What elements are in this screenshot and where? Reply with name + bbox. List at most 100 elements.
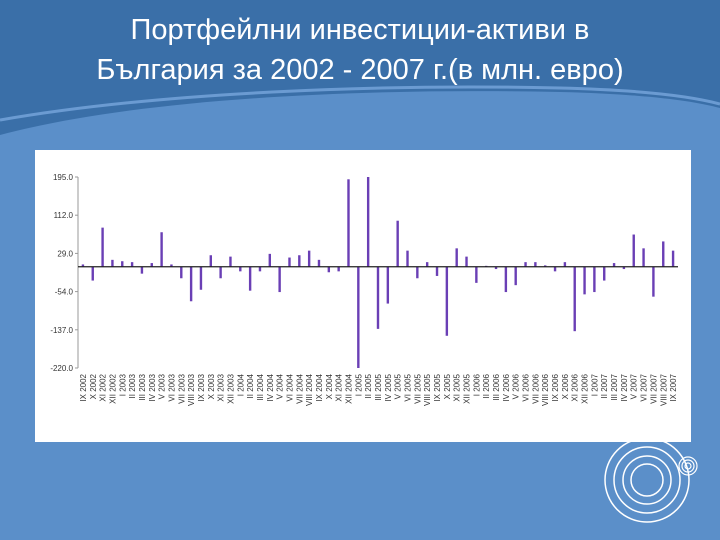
y-tick-label: 29.0 bbox=[57, 249, 73, 258]
x-tick-label: I 2006 bbox=[472, 373, 481, 396]
bar bbox=[435, 266, 439, 276]
bar bbox=[406, 250, 409, 267]
x-tick-label: II 2005 bbox=[364, 373, 373, 398]
x-tick-label: IV 2007 bbox=[620, 373, 629, 401]
x-tick-label: VIII 2006 bbox=[541, 373, 550, 406]
bar bbox=[278, 266, 281, 293]
x-tick-label: V 2004 bbox=[276, 373, 285, 399]
bar bbox=[465, 256, 468, 267]
x-tick-label: XI 2006 bbox=[571, 373, 580, 401]
x-tick-label: X 2006 bbox=[561, 373, 570, 399]
x-tick-label: VIII 2007 bbox=[659, 373, 668, 406]
bar bbox=[209, 255, 212, 267]
bar bbox=[622, 266, 626, 270]
x-tick-label: I 2007 bbox=[590, 373, 599, 396]
bar bbox=[248, 266, 252, 291]
x-tick-label: X 2004 bbox=[325, 373, 334, 399]
bar bbox=[101, 227, 104, 267]
x-tick-label: II 2003 bbox=[128, 373, 137, 398]
y-axis: 195.0 112.0 29.0 -54.0 -137.0 -220.0 bbox=[50, 173, 79, 373]
bar bbox=[180, 266, 183, 279]
x-tick-label: IV 2006 bbox=[502, 373, 511, 401]
x-tick-label: VI 2003 bbox=[167, 373, 176, 401]
bar bbox=[150, 263, 153, 267]
bar bbox=[386, 266, 390, 304]
x-tick-label: XI 2002 bbox=[99, 373, 108, 401]
x-tick-label: II 2006 bbox=[482, 373, 491, 398]
x-tick-label: IV 2005 bbox=[384, 373, 393, 401]
x-tick-label: VII 2007 bbox=[649, 373, 658, 403]
bar bbox=[199, 266, 203, 290]
title-line-1: Портфейлни инвестиции-активи в bbox=[130, 14, 590, 46]
bar bbox=[416, 266, 419, 279]
bar bbox=[524, 262, 527, 267]
bar bbox=[514, 266, 517, 286]
bar bbox=[189, 266, 193, 302]
bar-series bbox=[78, 177, 678, 368]
x-tick-label: XI 2003 bbox=[217, 373, 226, 401]
x-tick-label: IX 2002 bbox=[79, 373, 88, 401]
bar bbox=[160, 232, 163, 267]
bar bbox=[494, 266, 498, 270]
bar bbox=[170, 264, 173, 267]
x-tick-label: XII 2004 bbox=[344, 373, 353, 403]
bar bbox=[258, 266, 262, 272]
x-tick-label: IX 2005 bbox=[433, 373, 442, 401]
bar bbox=[642, 248, 645, 267]
background-curve bbox=[0, 85, 720, 122]
bar bbox=[652, 266, 655, 297]
x-tick-label: I 2005 bbox=[354, 373, 363, 396]
bar bbox=[111, 259, 114, 267]
bar bbox=[268, 253, 271, 267]
bar bbox=[347, 179, 350, 267]
bar bbox=[288, 257, 291, 267]
x-tick-label: VI 2004 bbox=[285, 373, 294, 401]
x-tick-label: X 2003 bbox=[207, 373, 216, 399]
chart-panel bbox=[35, 150, 691, 442]
x-tick-label: XII 2006 bbox=[581, 373, 590, 403]
bar bbox=[81, 264, 85, 267]
x-tick-label: VIII 2003 bbox=[187, 373, 196, 406]
bar bbox=[553, 266, 557, 272]
x-tick-label: X 2005 bbox=[443, 373, 452, 399]
bar bbox=[475, 266, 478, 283]
bar bbox=[603, 266, 606, 281]
x-tick-label: VII 2004 bbox=[295, 373, 304, 403]
bar bbox=[219, 266, 222, 279]
x-tick-label: III 2006 bbox=[492, 373, 501, 400]
bar bbox=[455, 248, 458, 267]
x-tick-label: IV 2004 bbox=[266, 373, 275, 401]
x-tick-label: V 2006 bbox=[512, 373, 521, 399]
x-tick-label: III 2004 bbox=[256, 373, 265, 400]
x-tick-label: I 2004 bbox=[236, 373, 245, 396]
x-tick-label: II 2007 bbox=[600, 373, 609, 398]
bar bbox=[327, 266, 331, 273]
bar bbox=[140, 266, 144, 274]
bar bbox=[121, 261, 124, 267]
bar bbox=[445, 266, 449, 336]
x-tick-label: VII 2005 bbox=[413, 373, 422, 403]
y-tick-label: -220.0 bbox=[50, 364, 73, 373]
x-tick-label: V 2003 bbox=[158, 373, 167, 399]
bar bbox=[366, 177, 370, 267]
bar bbox=[298, 255, 301, 267]
x-tick-label: VIII 2004 bbox=[305, 373, 314, 406]
bar bbox=[425, 262, 429, 267]
bar bbox=[337, 266, 340, 272]
x-tick-label: VI 2005 bbox=[404, 373, 413, 401]
title-line-2: България за 2002 - 2007 г.(в млн. евро) bbox=[96, 54, 624, 86]
bar bbox=[563, 262, 567, 267]
x-tick-label: XI 2004 bbox=[335, 373, 344, 401]
x-tick-label: V 2005 bbox=[394, 373, 403, 399]
x-tick-label: XII 2005 bbox=[463, 373, 472, 403]
x-tick-label: III 2003 bbox=[138, 373, 147, 400]
y-tick-label: -137.0 bbox=[50, 326, 73, 335]
bar bbox=[573, 266, 576, 332]
x-tick-label: IX 2007 bbox=[669, 373, 678, 401]
x-tick-label: VI 2007 bbox=[640, 373, 649, 401]
x-tick-label: III 2005 bbox=[374, 373, 383, 400]
x-tick-label: IV 2003 bbox=[148, 373, 157, 401]
x-tick-label: I 2003 bbox=[118, 373, 127, 396]
bar bbox=[504, 266, 508, 293]
